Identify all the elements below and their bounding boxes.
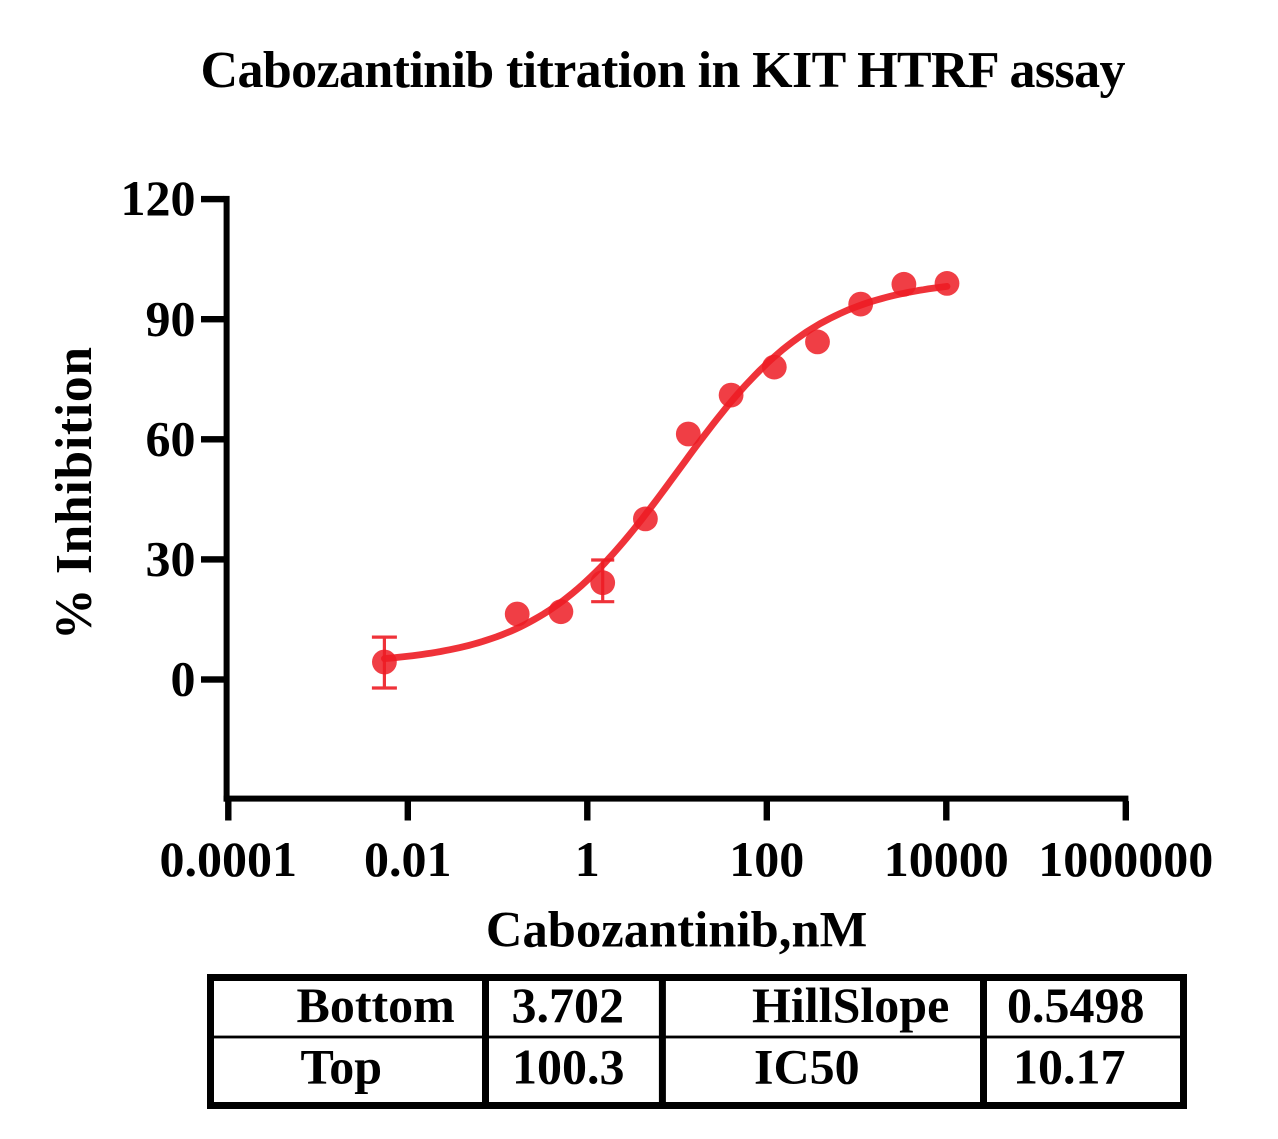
svg-text:60: 60 [146, 410, 196, 466]
svg-text:100: 100 [729, 831, 804, 887]
svg-text:1: 1 [575, 831, 600, 887]
svg-text:10000: 10000 [884, 831, 1009, 887]
svg-text:10.17: 10.17 [1013, 1039, 1126, 1095]
svg-text:90: 90 [146, 290, 196, 346]
svg-text:Cabozantinib titration in KIT: Cabozantinib titration in KIT HTRF assay [201, 42, 1126, 99]
svg-text:1000000: 1000000 [1038, 831, 1213, 887]
svg-text:Bottom: Bottom [297, 977, 455, 1033]
svg-text:0: 0 [171, 651, 196, 707]
svg-text:0.01: 0.01 [364, 831, 452, 887]
svg-text:Cabozantinib,nM: Cabozantinib,nM [486, 902, 867, 958]
svg-text:3.702: 3.702 [512, 977, 625, 1033]
svg-text:120: 120 [121, 170, 196, 226]
svg-text:0.0001: 0.0001 [160, 831, 298, 887]
svg-text:100.3: 100.3 [512, 1039, 625, 1095]
svg-text:30: 30 [146, 531, 196, 587]
svg-text:Top: Top [301, 1039, 383, 1095]
svg-text:0.5498: 0.5498 [1007, 977, 1145, 1033]
svg-text:IC50: IC50 [754, 1039, 860, 1095]
svg-text:HillSlope: HillSlope [752, 977, 949, 1033]
svg-text:% Inhibition: % Inhibition [46, 347, 103, 640]
